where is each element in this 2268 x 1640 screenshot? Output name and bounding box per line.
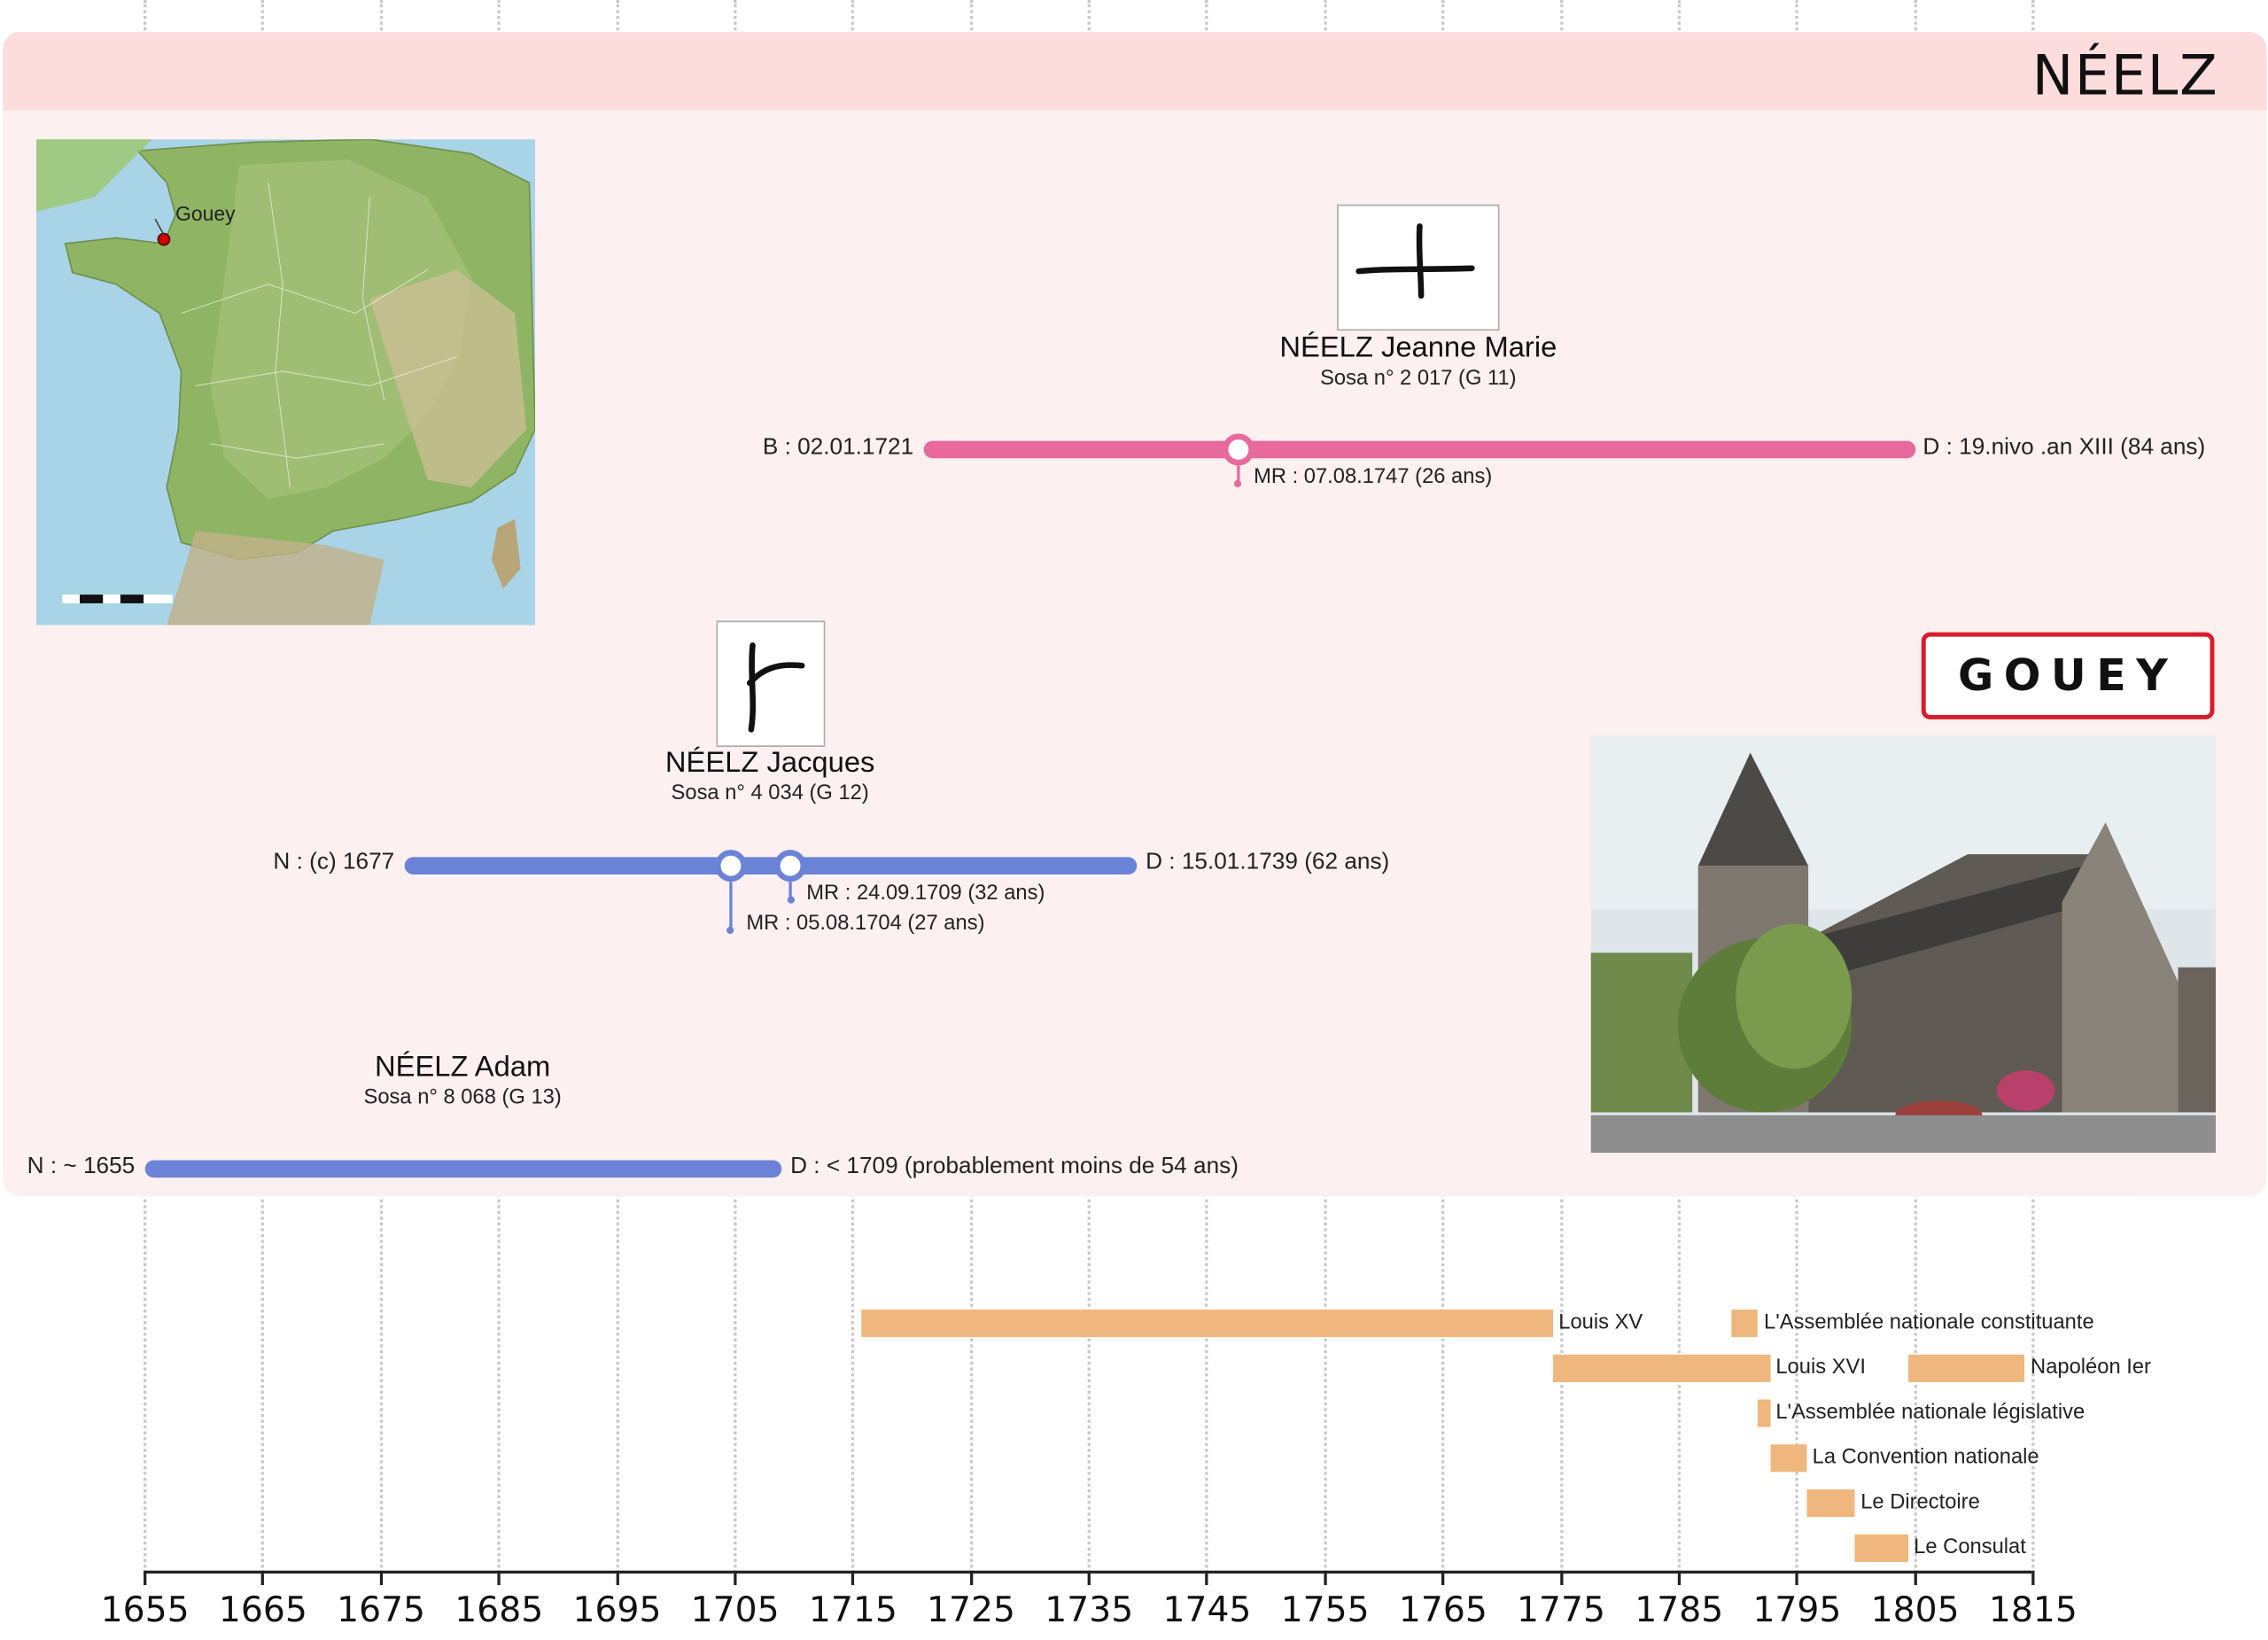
person-sosa: Sosa n° 8 068 (G 13)	[363, 1085, 562, 1110]
marriage-label: MR : 07.08.1747 (26 ans)	[1254, 465, 1493, 489]
axis-tick	[261, 1570, 265, 1586]
birth-label: B : 02.01.1721	[762, 435, 914, 460]
lifespan-bar	[144, 1160, 782, 1178]
death-label: D : 15.01.1739 (62 ans)	[1146, 850, 1390, 875]
person-sosa: Sosa n° 2 017 (G 11)	[1320, 367, 1517, 391]
map-location-label: Gouey	[175, 201, 236, 225]
reign-bar	[1552, 1354, 1770, 1382]
axis-tick	[1324, 1570, 1327, 1586]
reign-bar	[861, 1310, 1553, 1338]
death-label: D : < 1709 (probablement moins de 54 ans…	[790, 1154, 1239, 1179]
reign-bar	[1758, 1399, 1770, 1427]
signature-jeanne-marie	[1337, 204, 1500, 331]
axis-tick	[1559, 1570, 1563, 1586]
reign-label: Le Consulat	[1914, 1535, 2026, 1559]
marriage-label: MR : 24.09.1709 (32 ans)	[806, 882, 1045, 905]
marriage-marker	[714, 850, 747, 882]
axis-tick	[2031, 1570, 2035, 1586]
reign-label: Louis XV	[1558, 1310, 1643, 1334]
birth-label: N : ~ 1655	[27, 1154, 136, 1179]
france-map[interactable]: Gouey	[35, 139, 535, 626]
reign-bar	[1854, 1534, 1908, 1562]
axis-tick	[1087, 1570, 1091, 1586]
person-name: NÉELZ Adam	[374, 1051, 551, 1084]
marriage-dot	[1233, 479, 1242, 487]
axis-tick-label: 1765	[1398, 1589, 1487, 1630]
death-label: D : 19.nivo .an XIII (84 ans)	[1922, 435, 2206, 460]
axis-tick	[969, 1570, 973, 1586]
axis-tick	[144, 1570, 147, 1586]
lifespan-bar	[923, 440, 1915, 459]
axis-tick-label: 1695	[572, 1589, 662, 1630]
axis-tick	[497, 1570, 501, 1586]
family-title: NÉELZ	[2031, 43, 2219, 108]
axis-tick-label: 1745	[1162, 1589, 1252, 1630]
axis-tick	[615, 1570, 619, 1586]
reign-label: L'Assemblée nationale constituante	[1764, 1310, 2094, 1334]
village-sign-text: GOUEY	[1957, 650, 2179, 703]
marriage-marker	[1222, 433, 1254, 466]
marriage-dot	[787, 896, 795, 904]
reign-label: Napoléon Ier	[2031, 1356, 2151, 1380]
village-sign: GOUEY	[1921, 632, 2215, 719]
person-name: NÉELZ Jacques	[664, 746, 875, 779]
reign-bar	[1732, 1310, 1759, 1338]
reign-bar	[1907, 1354, 2025, 1382]
axis-tick-label: 1805	[1870, 1589, 1960, 1630]
axis-tick	[734, 1570, 737, 1586]
axis-tick	[1914, 1570, 1917, 1586]
axis-tick	[1677, 1570, 1681, 1586]
axis-tick-label: 1735	[1045, 1589, 1134, 1630]
marriage-stem	[728, 882, 732, 930]
birth-label: N : (c) 1677	[273, 850, 395, 875]
reign-label: Louis XVI	[1775, 1356, 1866, 1380]
signature-jacques	[716, 620, 826, 747]
axis-tick	[1205, 1570, 1209, 1586]
axis-tick-label: 1665	[218, 1589, 307, 1630]
marriage-stem	[1236, 465, 1239, 484]
reign-label: Le Directoire	[1860, 1490, 1980, 1514]
axis-tick	[379, 1570, 383, 1586]
axis-tick	[1795, 1570, 1799, 1586]
axis-tick	[851, 1570, 855, 1586]
reign-bar	[1769, 1444, 1807, 1473]
axis-tick-label: 1795	[1752, 1589, 1842, 1630]
axis-tick-label: 1755	[1280, 1589, 1370, 1630]
reign-bar	[1806, 1489, 1855, 1518]
axis-tick-label: 1675	[337, 1589, 426, 1630]
axis-tick-label: 1785	[1635, 1589, 1724, 1630]
marriage-marker	[774, 850, 807, 882]
axis-tick-label: 1775	[1517, 1589, 1606, 1630]
family-header-band	[3, 32, 2267, 111]
axis-tick-label: 1815	[1988, 1589, 2078, 1630]
person-sosa: Sosa n° 4 034 (G 12)	[671, 781, 869, 805]
marriage-stem	[788, 882, 792, 899]
reign-label: La Convention nationale	[1812, 1445, 2039, 1470]
lifespan-bar	[404, 857, 1137, 875]
person-name: NÉELZ Jeanne Marie	[1279, 331, 1557, 364]
axis-tick-label: 1705	[690, 1589, 780, 1630]
marriage-label: MR : 05.08.1704 (27 ans)	[746, 912, 985, 936]
axis-tick	[1441, 1570, 1445, 1586]
axis-tick-label: 1715	[808, 1589, 897, 1630]
axis-tick-label: 1725	[927, 1589, 1016, 1630]
marriage-dot	[726, 926, 734, 935]
reign-label: L'Assemblée nationale législative	[1775, 1401, 2085, 1425]
axis-tick-label: 1685	[454, 1589, 544, 1630]
church-photo[interactable]	[1590, 735, 2217, 1154]
axis-tick-label: 1655	[100, 1589, 190, 1630]
